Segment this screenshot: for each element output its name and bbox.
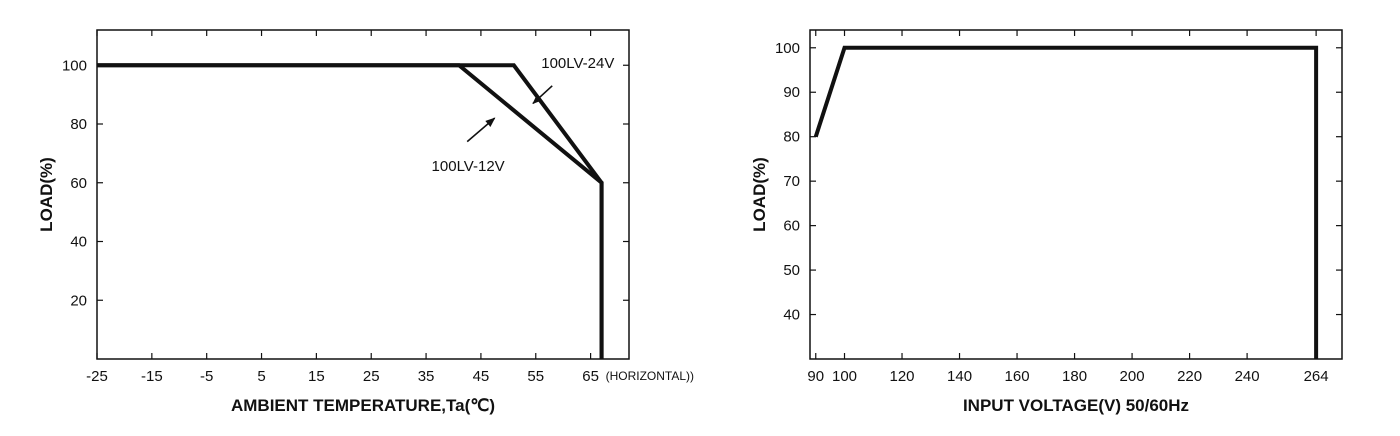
x-tick-label: 45 xyxy=(473,368,490,385)
x-axis-title: INPUT VOLTAGE(V) 50/60Hz xyxy=(963,396,1189,415)
annotation-arrow xyxy=(466,117,496,143)
x-tick-label: 160 xyxy=(1005,368,1030,385)
annotation-label: 100LV-24V xyxy=(541,55,614,72)
chart-2: 90 100 120 140 160 180 200 220 240 264 40 50 60 70 80 9… xyxy=(750,29,1343,415)
annotation-label: 100LV-12V xyxy=(432,158,505,175)
x-tick-label: 120 xyxy=(890,368,915,385)
series-line-1 xyxy=(97,63,604,359)
x-axis-note: (HORIZONTAL)) xyxy=(606,369,694,383)
y-tick-label: 40 xyxy=(783,307,800,324)
series-line-2 xyxy=(97,63,604,359)
x-tick-label: 5 xyxy=(257,368,265,385)
x-axis-title: AMBIENT TEMPERATURE,Ta(℃) xyxy=(231,396,495,415)
x-tick-label: 100 xyxy=(832,368,857,385)
x-tick-label: 220 xyxy=(1177,368,1202,385)
x-tick-label: 55 xyxy=(527,368,544,385)
annotation-arrow xyxy=(532,85,553,105)
y-axis-title: LOAD(%) xyxy=(750,157,769,232)
y-tick-label: 80 xyxy=(783,129,800,146)
x-tick-label: 140 xyxy=(947,368,972,385)
y-tick-label: 70 xyxy=(783,173,800,190)
x-tick-label: 15 xyxy=(308,368,325,385)
x-tick-label: -5 xyxy=(200,368,213,385)
y-tick-label: 60 xyxy=(783,218,800,235)
y-tick-label: 90 xyxy=(783,84,800,101)
x-tick-label: 200 xyxy=(1120,368,1145,385)
plot-frame xyxy=(96,29,630,360)
x-tick-label: 264 xyxy=(1304,368,1329,385)
x-tick-label: 25 xyxy=(363,368,380,385)
y-tick-label: 100 xyxy=(775,40,800,57)
chart-1: -25 -15 -5 5 15 25 35 45 55 65 (HORIZONTAL)) 20 40 60… xyxy=(37,29,694,415)
x-tick-label: 240 xyxy=(1235,368,1260,385)
x-tick-label: 90 xyxy=(807,368,824,385)
plot-frame xyxy=(809,29,1343,360)
series-line-1 xyxy=(813,45,1319,359)
x-tick-label: -15 xyxy=(141,368,163,385)
y-tick-label: 50 xyxy=(783,262,800,279)
x-tick-label: 65 xyxy=(582,368,599,385)
y-tick-label: 60 xyxy=(70,175,87,192)
y-tick-label: 100 xyxy=(62,57,87,74)
x-tick-label: 180 xyxy=(1062,368,1087,385)
y-axis-title: LOAD(%) xyxy=(37,157,56,232)
y-tick-label: 80 xyxy=(70,116,87,133)
x-tick-label: -25 xyxy=(86,368,108,385)
y-tick-label: 20 xyxy=(70,292,87,309)
y-tick-label: 40 xyxy=(70,234,87,251)
x-tick-label: 35 xyxy=(418,368,435,385)
